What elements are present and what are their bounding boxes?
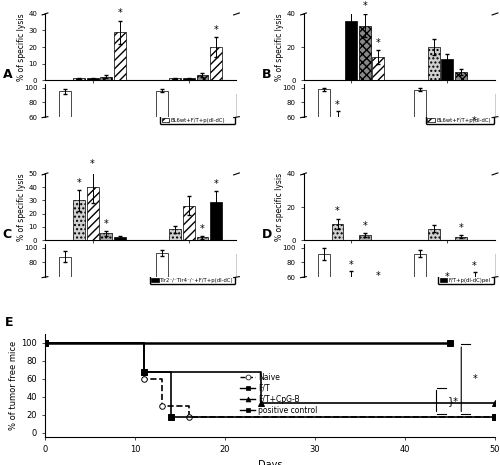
Bar [183, 79, 195, 80]
Text: *: * [445, 272, 450, 282]
Text: *: * [472, 261, 477, 271]
Legend: positive control, BL6wt+F/T, BL6wt+F/T+p(dI-dC), Tlr9⁻/⁻+F/T+p(dI-dC), Tlr2⁻/⁻Tl: positive control, BL6wt+F/T, BL6wt+F/T+p… [150, 253, 236, 285]
Text: *: * [200, 224, 205, 234]
Bar [210, 47, 222, 80]
Text: *: * [376, 271, 380, 281]
Bar [468, 130, 480, 161]
Y-axis label: % or specific lysis: % or specific lysis [275, 173, 284, 241]
Bar [60, 92, 72, 161]
Legend: positive control, F/T, F/T+p(dI-dC), F/T+p(dI-dC)sup, F/T+p(dI-dC)pel: positive control, F/T, F/T+p(dI-dC), F/T… [438, 253, 494, 285]
Bar [196, 75, 208, 80]
Bar [73, 79, 85, 80]
Bar [428, 47, 440, 80]
Bar [100, 77, 112, 80]
Bar [442, 289, 454, 321]
Bar [414, 90, 426, 161]
Bar [372, 57, 384, 80]
Text: *: * [118, 8, 122, 18]
Text: *: * [76, 178, 82, 188]
Bar [468, 279, 480, 321]
Text: *: * [90, 159, 95, 169]
Text: *: * [472, 374, 478, 384]
Bar [332, 224, 344, 240]
Text: *: * [348, 260, 354, 270]
Bar [345, 20, 357, 80]
Bar [183, 206, 195, 240]
Text: *: * [335, 100, 340, 110]
Text: *: * [472, 116, 477, 126]
Text: *: * [362, 1, 367, 12]
Text: *: * [376, 38, 380, 48]
Text: A: A [3, 68, 13, 81]
Text: B: B [262, 68, 271, 81]
Text: }*: }* [448, 396, 459, 406]
Legend: Naive, F/T, F/T+CpG-B, positive control: Naive, F/T, F/T+CpG-B, positive control [237, 370, 321, 418]
Y-axis label: % of specific lysis: % of specific lysis [16, 173, 26, 241]
Bar [100, 233, 112, 240]
Y-axis label: % of specific lysis: % of specific lysis [16, 13, 26, 81]
Bar [318, 89, 330, 161]
X-axis label: Days: Days [258, 460, 282, 465]
Bar [196, 238, 208, 240]
Legend: positive control, Tlr2⁻/⁻+F/T+p(dI-dC), Tlr4⁻/⁻+F/T+p(dI-dC), BL6wt+F/T, BL6wt+F: positive control, Tlr2⁻/⁻+F/T+p(dI-dC), … [426, 93, 494, 125]
Bar [73, 200, 85, 240]
Legend: positive control, Myd88⁻/⁻+F/T, Myd88⁻/⁻+F/T+p(dI-dC), BL6wt+F/T, BL6wt+F/T+p(dI: positive control, Myd88⁻/⁻+F/T, Myd88⁻/⁻… [160, 93, 236, 125]
Bar [114, 238, 126, 240]
Text: E: E [4, 316, 13, 329]
Text: D: D [262, 228, 272, 241]
Bar [442, 59, 454, 80]
Bar [358, 235, 370, 240]
Bar [210, 202, 222, 240]
Bar [156, 91, 168, 161]
Bar [114, 32, 126, 80]
Bar [345, 279, 357, 321]
Text: *: * [335, 206, 340, 216]
Bar [170, 230, 181, 240]
Y-axis label: % of specific lysis: % of specific lysis [275, 13, 284, 81]
Bar [372, 289, 384, 321]
Text: *: * [458, 223, 464, 232]
Text: *: * [214, 179, 218, 189]
Bar [332, 120, 344, 161]
Bar [86, 79, 99, 80]
Bar [318, 254, 330, 321]
Y-axis label: % of tumor free mice: % of tumor free mice [9, 341, 18, 430]
Bar [156, 253, 168, 321]
Bar [60, 257, 72, 321]
Text: *: * [104, 219, 108, 229]
Text: *: * [348, 0, 354, 5]
Text: C: C [3, 228, 12, 241]
Bar [455, 72, 467, 80]
Bar [428, 228, 440, 240]
Text: *: * [214, 25, 218, 34]
Bar [358, 26, 370, 80]
Bar [455, 237, 467, 240]
Bar [170, 79, 181, 80]
Text: *: * [362, 221, 367, 231]
Bar [86, 187, 99, 240]
Bar [414, 253, 426, 321]
